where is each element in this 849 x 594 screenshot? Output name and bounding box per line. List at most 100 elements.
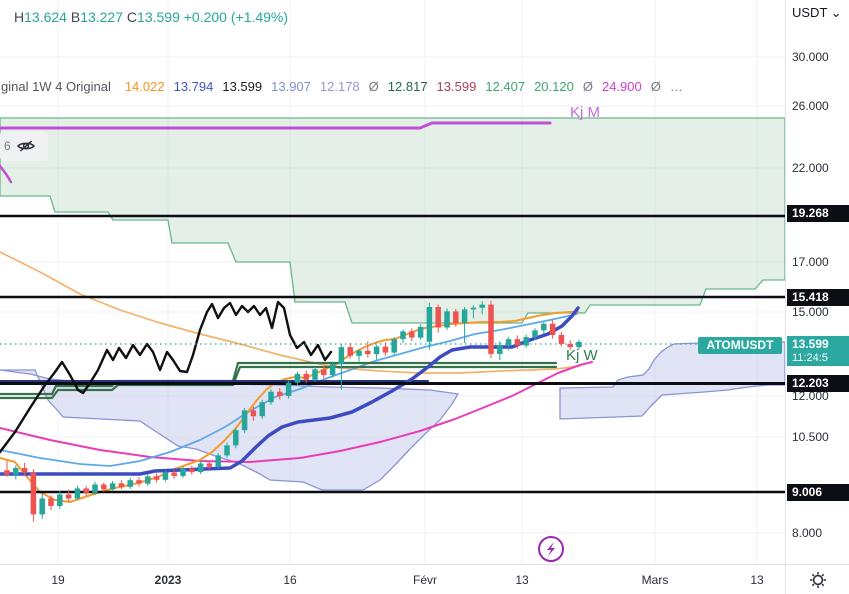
indicator-value: 13.599: [436, 79, 477, 94]
candle-body: [118, 483, 125, 487]
indicator-title[interactable]: ginal 1W 4 Original: [1, 79, 111, 94]
candle-body: [470, 307, 477, 310]
candle-body: [233, 430, 239, 446]
price-level-badge: 15.418: [787, 289, 849, 306]
time-axis-label: 2023: [154, 573, 182, 587]
price-axis-label: 22.000: [792, 161, 829, 175]
lightning-circle: [538, 536, 564, 562]
price-axis-label: 10.500: [792, 430, 829, 444]
kijun-weekly-label: Kj W: [566, 347, 598, 364]
indicator-value: 13.599: [222, 79, 263, 94]
candle-body: [312, 369, 318, 380]
candle-body: [576, 341, 582, 348]
candle-body: [356, 350, 362, 356]
indicator-partial-text: 6: [4, 139, 11, 153]
indicator-visibility-pill[interactable]: 6: [0, 131, 48, 161]
price-chart[interactable]: [0, 0, 785, 564]
candle-body: [453, 311, 459, 324]
candle-body: [444, 311, 450, 328]
candle-body: [83, 488, 89, 493]
price-level-badge: 12.203: [787, 375, 849, 392]
current-price-badge: 13.599 11:24:5: [787, 336, 849, 366]
candle-body: [417, 326, 424, 338]
bar-countdown: 11:24:5: [792, 352, 828, 364]
indicator-values-row[interactable]: ginal 1W 4 Original 14.022 13.794 13.599 13.…: [1, 79, 692, 94]
indicator-value: 12.817: [387, 79, 428, 94]
price-axis-label: 8.000: [792, 526, 823, 540]
candle-body: [532, 330, 538, 338]
candle-body: [206, 463, 213, 467]
candle-body: [30, 472, 37, 515]
candle-body: [259, 402, 265, 417]
candle-body: [241, 410, 248, 431]
candle-body: [321, 369, 327, 376]
candle-body: [92, 484, 98, 493]
candle-body: [303, 373, 309, 380]
price-axis[interactable]: USDT ⌄ 30.000 26.000 22.000 17.000 15.000 12.…: [785, 0, 849, 564]
candle-body: [567, 343, 573, 348]
candle-body: [268, 391, 274, 403]
ohlc-label: B: [70, 9, 81, 25]
indicator-value: 14.022: [124, 79, 165, 94]
candle-body: [224, 445, 230, 456]
candle-body: [215, 455, 221, 467]
time-axis-label: 13: [750, 573, 764, 587]
gear-icon[interactable]: [809, 571, 827, 589]
price-axis-label: 26.000: [792, 99, 829, 113]
candle-body: [347, 347, 353, 356]
candle-body: [329, 364, 336, 376]
candle-body: [461, 309, 468, 324]
candle-body: [488, 304, 494, 354]
candle-body: [101, 484, 107, 490]
candle-body: [338, 347, 345, 365]
candle-body: [189, 468, 195, 473]
price-axis-label: 12.000: [792, 389, 829, 403]
candle-body: [409, 331, 415, 338]
lightning-bolt-icon[interactable]: [547, 542, 555, 556]
kijun-monthly-line: [0, 121, 552, 130]
ohlc-value: 13.599: [137, 9, 184, 25]
price-change: +0.200 (+1.49%): [183, 9, 289, 25]
ma-magenta-line: [0, 361, 593, 463]
price-axis-label: 17.000: [792, 255, 829, 269]
candle-body: [400, 331, 406, 340]
axis-settings-corner[interactable]: [785, 564, 849, 594]
symbol-name-badge: ATOMUSDT: [698, 337, 782, 354]
candle-body: [48, 498, 54, 506]
candle-body: [479, 304, 485, 308]
price-axis-label: 30.000: [792, 50, 829, 64]
candle-body: [373, 346, 380, 355]
candle-body: [109, 483, 116, 490]
time-axis-label: 13: [515, 573, 529, 587]
time-axis[interactable]: 19 2023 16 Févr 13 Mars 13: [0, 564, 785, 594]
ohlc-row: H13.624 B13.227 C13.599 +0.200 (+1.49%): [14, 9, 288, 25]
weekly-kumo-left-cloud: [0, 369, 460, 491]
candle-body: [57, 494, 63, 506]
price-level-badge: 19.268: [787, 205, 849, 222]
candle-body: [505, 339, 512, 345]
eye-off-icon[interactable]: [14, 134, 38, 158]
candle-body: [391, 339, 397, 353]
indicator-value: Ø: [368, 79, 379, 94]
monthly-kumo-cloud: [0, 117, 785, 324]
candle-body: [197, 463, 204, 473]
candle-body: [65, 494, 72, 499]
candle-body: [39, 498, 45, 515]
candle-body: [153, 476, 160, 480]
candle-body: [514, 339, 521, 346]
candle-body: [21, 467, 28, 473]
candle-body: [435, 307, 441, 328]
candle-body: [277, 391, 283, 396]
ohlc-value: 13.227: [80, 9, 127, 25]
candle-body: [171, 472, 177, 476]
indicator-value: …: [669, 79, 683, 94]
currency-dropdown[interactable]: USDT ⌄: [792, 5, 842, 20]
indicator-value: 12.407: [485, 79, 526, 94]
candle-body: [426, 307, 433, 342]
candle-body: [294, 373, 301, 383]
current-price: 13.599: [792, 337, 829, 351]
ohlc-label: C: [126, 9, 138, 25]
chart-canvas[interactable]: H13.624 B13.227 C13.599 +0.200 (+1.49%) …: [0, 0, 785, 564]
candle-body: [250, 410, 257, 417]
